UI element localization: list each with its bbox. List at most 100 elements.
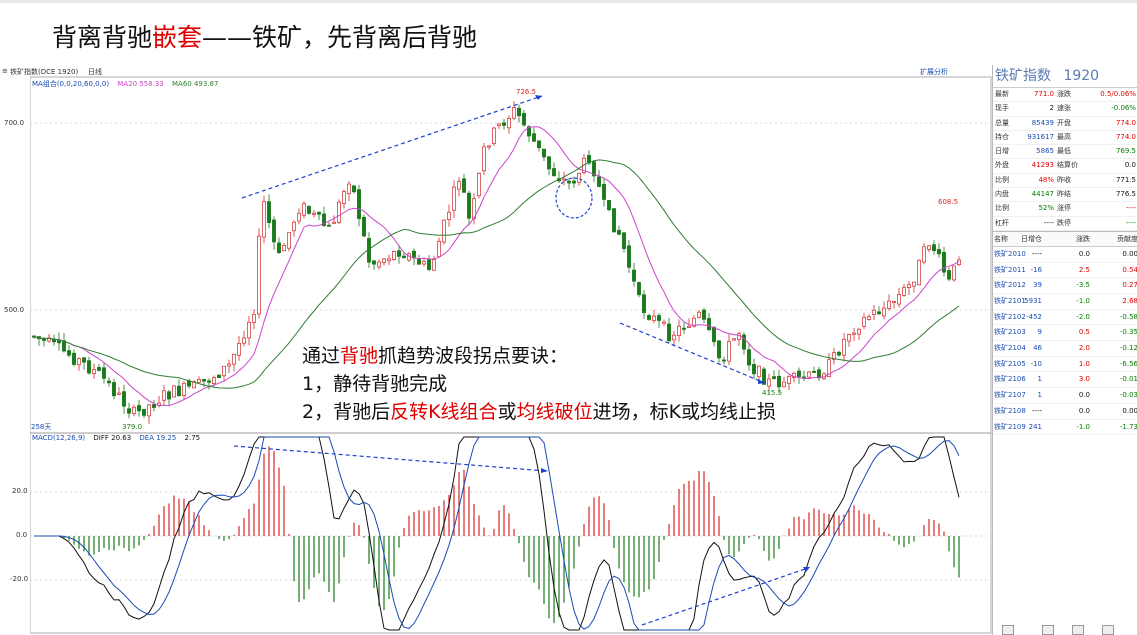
quote-label: 比例 (995, 204, 1009, 213)
table-row[interactable]: 铁矿2105 -10 1.0 -6.56 (993, 357, 1137, 373)
macd-name[interactable]: MACD(12,26,9) (32, 434, 86, 442)
quote-label: 涨跌 (1057, 90, 1071, 98)
contract-name[interactable]: 铁矿2011 (994, 265, 1026, 274)
contract-name[interactable]: 铁矿2109 (994, 422, 1026, 431)
candle-body (272, 219, 276, 243)
candle-body (437, 240, 441, 257)
candle-body (682, 327, 686, 330)
candle-body (372, 260, 376, 265)
candle-body (302, 203, 306, 216)
contract-name[interactable]: 铁矿2103 (994, 328, 1026, 337)
ma-legend: MA组合(0,0,20,60,0,0) MA20 558.33 MA60 493… (32, 79, 224, 89)
candle-body (72, 352, 76, 365)
table-row[interactable]: 铁矿2102 -452 -2.0 -0.58 (993, 310, 1137, 326)
candle-body (592, 161, 596, 177)
quote-value: 85439 (1031, 118, 1054, 127)
menu-icon[interactable]: ≡ (2, 67, 8, 75)
quote-value: 774.0 (1115, 118, 1136, 127)
candle-body (722, 359, 726, 362)
contract-name[interactable]: 铁矿2105 (994, 359, 1026, 368)
contract-name[interactable]: 铁矿2106 (994, 375, 1026, 384)
chart-panel[interactable]: ≡ 铁矿指数(DCE 1920) 日线 扩展分析 MA组合(0,0,20,60,… (2, 65, 992, 635)
contract-name[interactable]: 铁矿2012 (994, 281, 1026, 290)
candle-body (652, 315, 656, 321)
candle-body (732, 338, 736, 341)
candle-body (917, 259, 921, 286)
candle-body (207, 380, 211, 383)
candle-body (522, 113, 526, 126)
quote-rows: 最新 771.0 涨跌 0.5/0.06% 现手 2 速张 -0.06% 总量 85439 开盘 77… (993, 88, 1137, 231)
tab-4[interactable] (1102, 625, 1115, 635)
candle-body (67, 350, 71, 356)
contract-name[interactable]: 铁矿2104 (994, 344, 1026, 353)
table-row[interactable]: 铁矿2107 1 0.0 -0.03 (993, 388, 1137, 404)
quote-name: 铁矿指数 (995, 68, 1051, 84)
candle-body (777, 375, 781, 388)
table-row[interactable]: 铁矿2101 5931 -1.0 2.68 (993, 294, 1137, 310)
table-row[interactable]: 铁矿2103 9 0.5 -0.35 (993, 325, 1137, 342)
period-selector[interactable]: 日线 (88, 68, 102, 76)
ma-group-label[interactable]: MA组合(0,0,20,60,0,0) (32, 80, 110, 88)
candle-body (117, 392, 121, 395)
candle-body (452, 186, 456, 211)
candle-body (572, 180, 576, 184)
contract-name[interactable]: 铁矿2102 (994, 312, 1026, 321)
instrument-label[interactable]: 铁矿指数(DCE 1920) (10, 68, 79, 76)
contract-name[interactable]: 铁矿2108 (994, 406, 1026, 415)
table-row[interactable]: 铁矿2012 39 -3.5 0.27 (993, 278, 1137, 295)
arrow-head (803, 567, 810, 572)
candle-body (397, 250, 401, 257)
tab-2[interactable] (1042, 625, 1055, 635)
candlestick-chart[interactable] (30, 65, 992, 635)
contract-name[interactable]: 铁矿2010 (994, 249, 1026, 258)
tab-1[interactable] (1002, 625, 1015, 635)
table-row[interactable]: 铁矿2109 241 -1.0 -1.73 (993, 420, 1137, 436)
candle-body (612, 208, 616, 233)
candle-body (177, 385, 181, 396)
candle-body (932, 244, 936, 252)
candle-body (322, 213, 326, 227)
candle-body (942, 251, 946, 273)
contract-contribution: -1.73 (1119, 422, 1137, 431)
days-label: 258天 (31, 423, 52, 431)
contract-change: -3.5 (1076, 281, 1090, 290)
high-price-label: 726.5 (516, 88, 537, 96)
right-high-label: 608.5 (938, 198, 959, 206)
quote-value: 52% (1038, 204, 1054, 213)
quote-row: 总量 85439 开盘 774.0 (993, 117, 1137, 131)
candle-body (462, 178, 466, 193)
candle-body (927, 245, 931, 250)
contract-change: 2.5 (1078, 265, 1090, 274)
candle-body (772, 376, 776, 379)
candle-body (202, 379, 206, 382)
macd-axis-20: 20.0 (12, 487, 28, 495)
quote-label: 内盘 (995, 190, 1009, 199)
contract-increase: 9 (1037, 328, 1042, 337)
top-border (0, 0, 1137, 3)
table-row[interactable]: 铁矿2104 46 2.0 -0.12 (993, 341, 1137, 357)
candle-body (222, 365, 226, 377)
price-axis-700: 700.0 (4, 119, 25, 127)
quote-value: 931617 (1027, 132, 1054, 141)
quote-value: 776.5 (1115, 190, 1136, 199)
candle-body (227, 363, 231, 367)
contract-change: 3.0 (1078, 375, 1090, 384)
extended-analysis-button[interactable]: 扩展分析 (920, 68, 948, 76)
quote-label: 开盘 (1057, 118, 1071, 127)
bottom-tabs (992, 624, 1137, 635)
quote-label: 总量 (995, 118, 1009, 127)
contract-name[interactable]: 铁矿2101 (994, 297, 1026, 306)
quote-label: 昨结 (1057, 190, 1071, 199)
table-row[interactable]: 铁矿2108 ---- 0.0 0.00 (993, 404, 1137, 420)
table-row[interactable]: 铁矿2011 -16 2.5 0.54 (993, 263, 1137, 279)
tab-3[interactable] (1072, 625, 1085, 635)
candle-body (807, 371, 811, 378)
quote-row: 日增 5865 最低 769.5 (993, 145, 1137, 160)
candle-body (417, 258, 421, 265)
table-row[interactable]: 铁矿2106 1 3.0 -0.01 (993, 372, 1137, 389)
table-row[interactable]: 铁矿2010 ---- 0.0 0.00 (993, 247, 1137, 263)
candle-body (137, 405, 141, 412)
contract-name[interactable]: 铁矿2107 (994, 391, 1026, 400)
candle-body (857, 328, 861, 335)
contract-increase: -10 (1030, 359, 1042, 368)
